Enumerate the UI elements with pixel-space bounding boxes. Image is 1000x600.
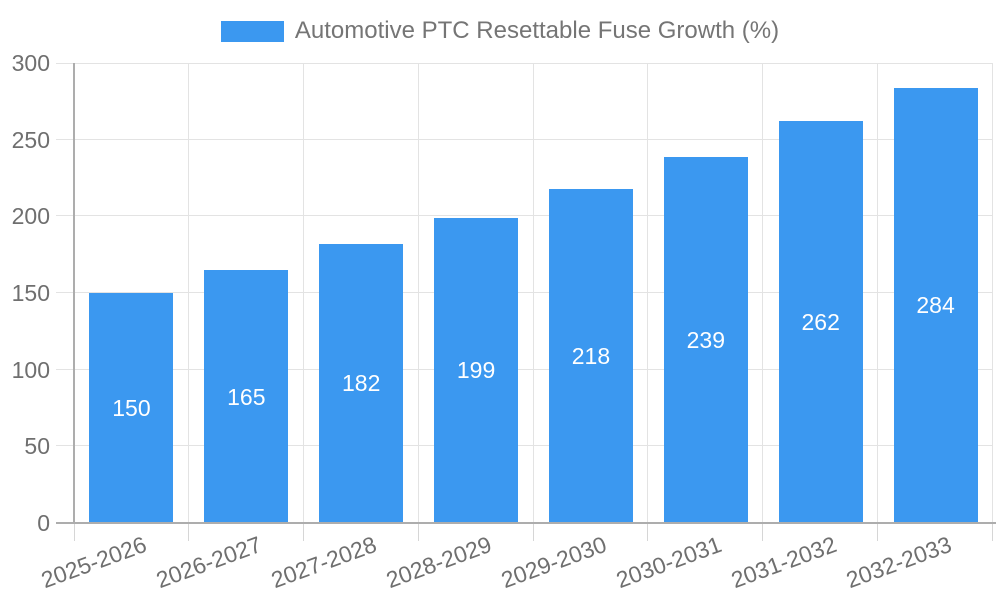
x-axis-tick (992, 523, 993, 541)
x-gridline (877, 63, 879, 523)
x-gridline (532, 63, 534, 523)
x-axis-line (56, 522, 996, 524)
x-axis-tick (762, 523, 764, 541)
x-axis-label: 2028-2029 (382, 531, 495, 594)
bar-value-label: 182 (342, 370, 381, 397)
x-gridline (302, 63, 304, 523)
x-axis-tick (187, 523, 189, 541)
bar-value-label: 218 (571, 342, 611, 369)
bar-value-label: 150 (112, 395, 151, 421)
bar-value-label: 239 (686, 326, 725, 353)
bar-2026-2027[interactable]: 165 (204, 270, 289, 523)
x-axis-label: 2029-2030 (497, 531, 610, 594)
bar-2031-2032[interactable]: 262 (778, 121, 863, 523)
bar-value-label: 262 (801, 309, 840, 336)
x-gridline (647, 63, 649, 523)
plot-area: 150 165 182 199 218 239 262 284 (56, 63, 996, 541)
bar-2032-2033[interactable]: 284 (893, 87, 978, 523)
x-axis-tick (877, 523, 879, 541)
x-axis-label: 2026-2027 (152, 531, 266, 594)
bar-2025-2026[interactable]: 150 (89, 293, 174, 523)
x-axis-label: 2027-2028 (267, 531, 381, 594)
y-gridline (56, 292, 993, 293)
bar-value-label: 165 (227, 383, 266, 410)
x-axis-tick (74, 523, 75, 541)
y-axis-label: 300 (11, 50, 50, 76)
x-axis-label: 2031-2032 (727, 531, 840, 594)
y-axis-label: 50 (24, 433, 50, 460)
legend-swatch-icon (220, 20, 284, 42)
legend-label: Automotive PTC Resettable Fuse Growth (%… (294, 17, 780, 44)
x-gridline (417, 63, 419, 523)
y-axis-label: 150 (11, 280, 50, 306)
bar-2029-2030[interactable]: 218 (548, 188, 633, 523)
x-axis-tick (417, 523, 419, 541)
y-gridline (56, 368, 993, 370)
bar-value-label: 199 (456, 357, 496, 384)
x-axis-tick (532, 523, 534, 541)
x-axis-tick (302, 523, 304, 541)
y-axis-label: 0 (37, 510, 50, 536)
bar-2028-2029[interactable]: 199 (434, 217, 519, 523)
y-axis-label: 100 (11, 356, 50, 383)
y-gridline (56, 215, 993, 217)
y-axis-line (73, 63, 75, 523)
y-gridline (56, 445, 993, 447)
bar-2027-2028[interactable]: 182 (319, 243, 404, 523)
y-gridline (56, 63, 993, 64)
chart-legend[interactable]: Automotive PTC Resettable Fuse Growth (%… (0, 17, 1000, 45)
x-axis-tick (647, 523, 649, 541)
x-axis-label: 2032-2033 (842, 531, 955, 594)
y-gridline (56, 138, 993, 140)
y-axis-label: 200 (11, 203, 50, 230)
x-axis-label: 2025-2026 (38, 531, 151, 594)
bar-2030-2031[interactable]: 239 (663, 156, 748, 523)
bar-value-label: 284 (916, 292, 955, 319)
x-gridline (187, 63, 189, 523)
x-axis-label: 2030-2031 (612, 531, 725, 594)
x-gridline (992, 63, 993, 523)
y-axis-label: 250 (11, 126, 50, 153)
x-gridline (762, 63, 764, 523)
